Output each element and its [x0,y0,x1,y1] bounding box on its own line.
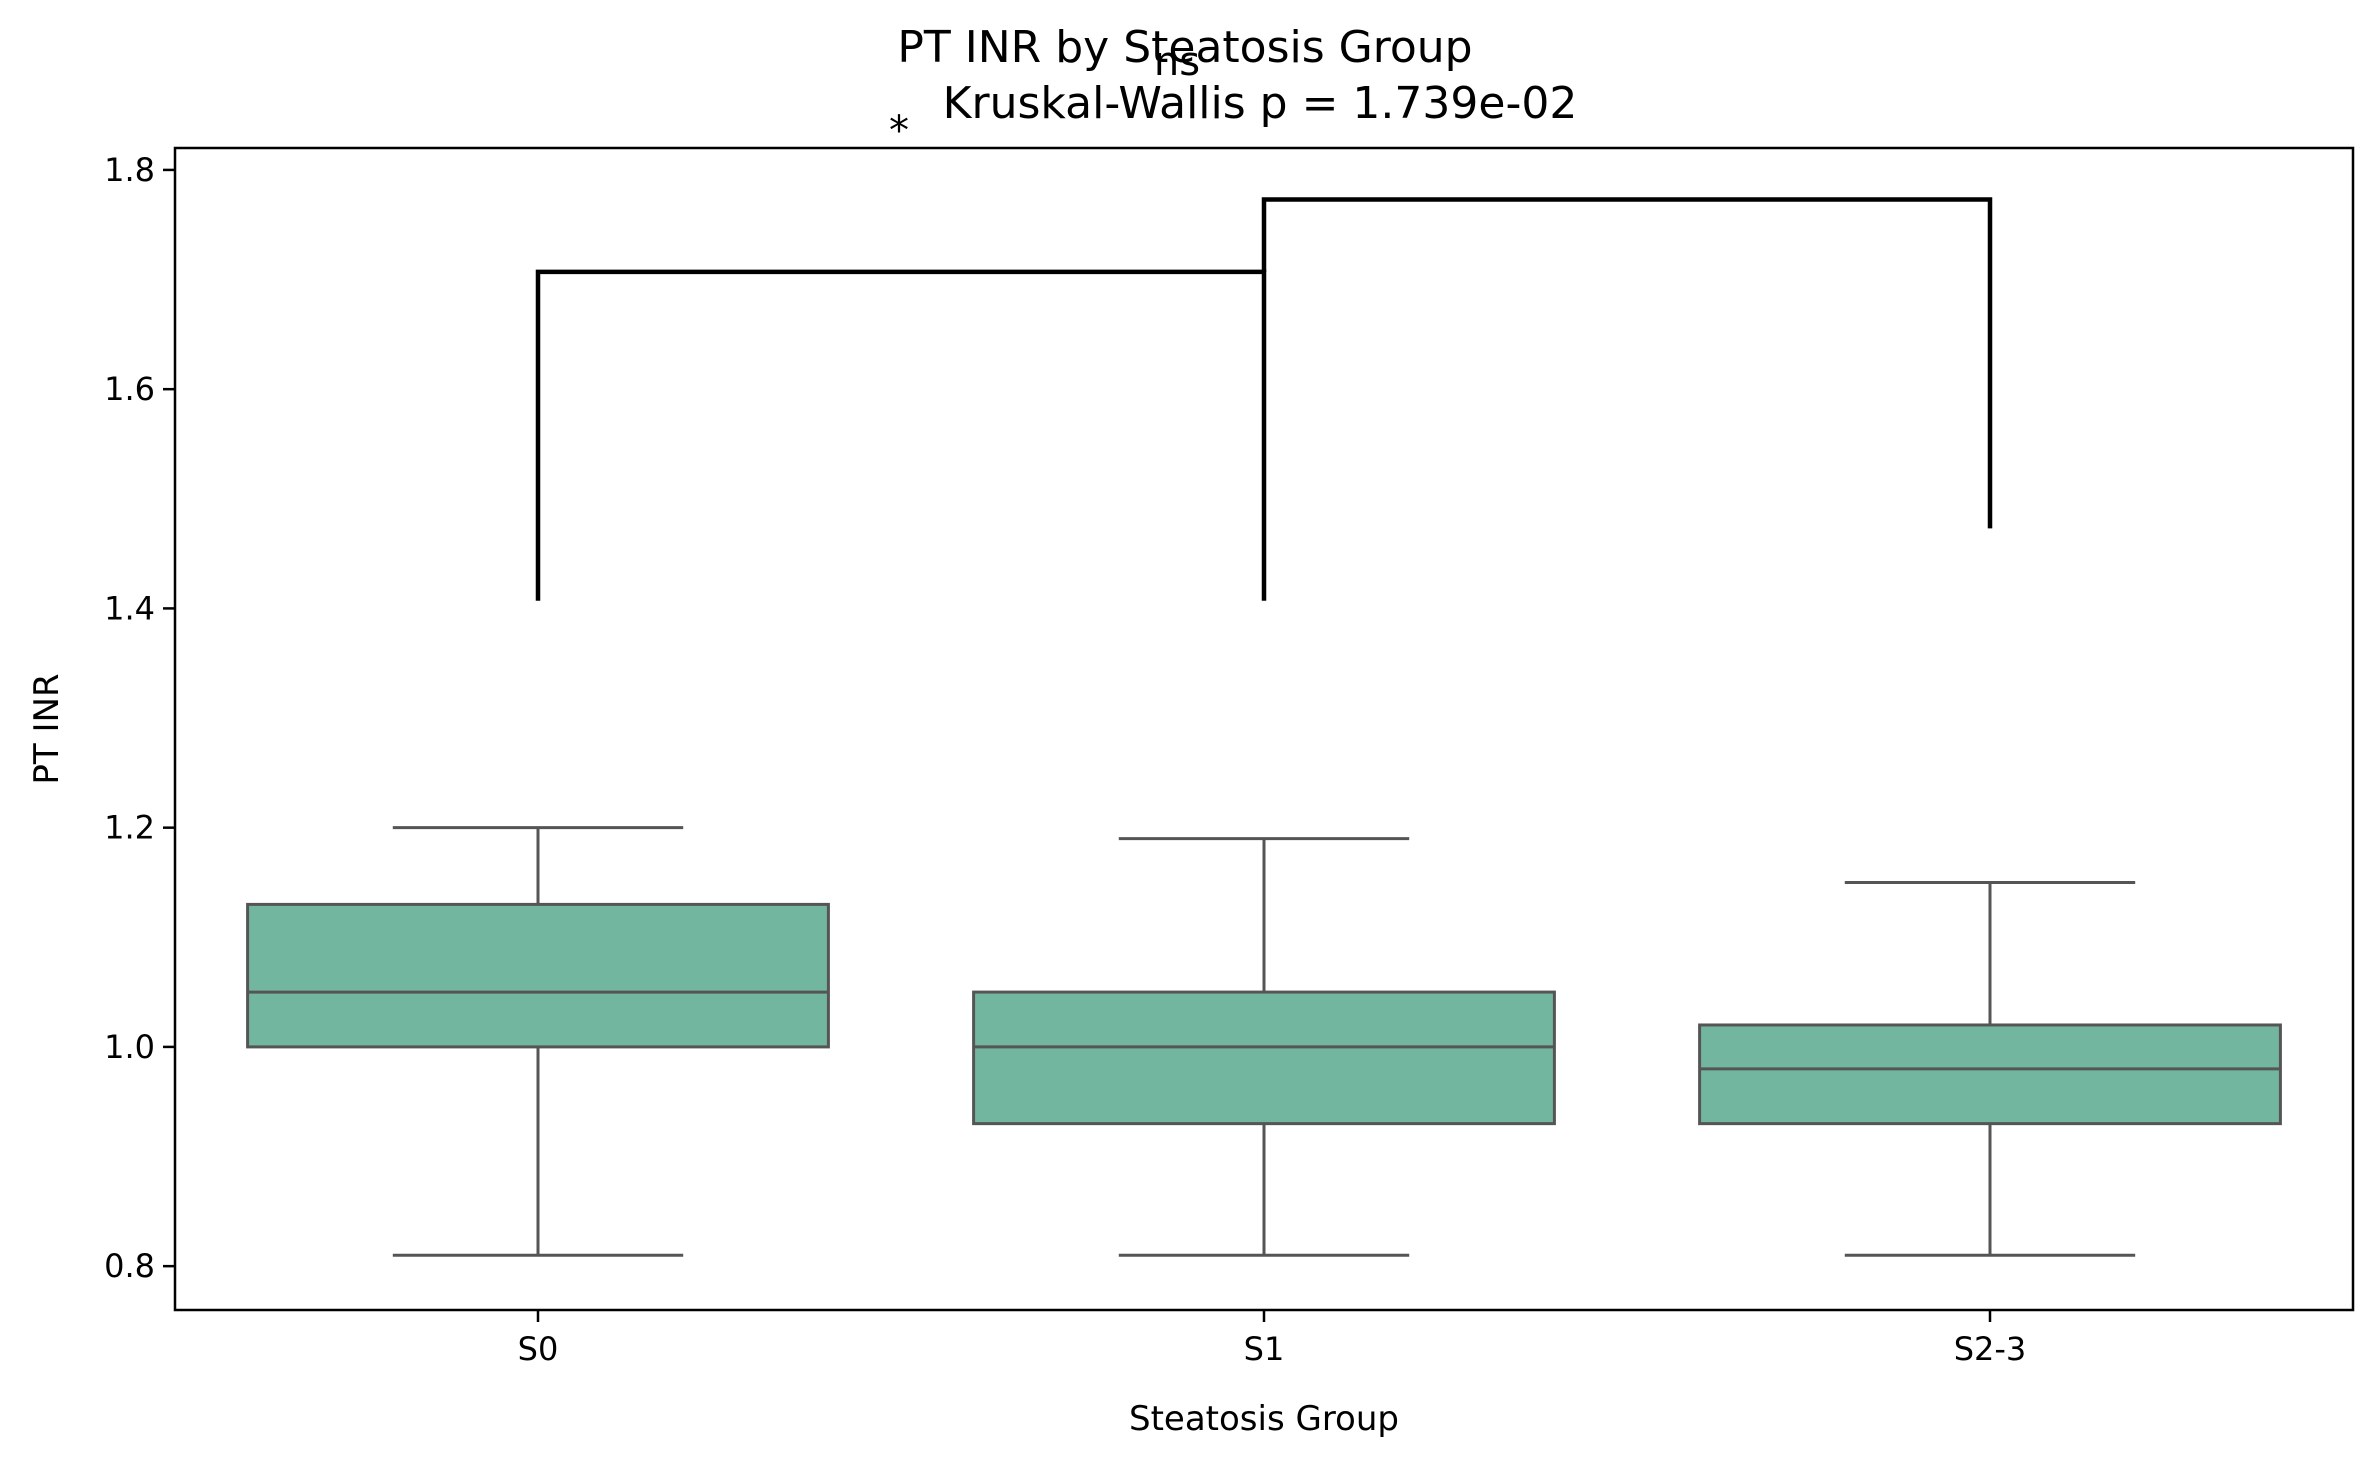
chart-subtitle: Kruskal-Wallis p = 1.739e-02 [943,78,1578,129]
y-tick-label: 0.8 [104,1247,155,1285]
iqr-box [1698,1023,2282,1126]
chart-title: PT INR by Steatosis Group [897,22,1472,73]
box-group-S0 [246,826,830,1257]
x-tick-label: S0 [518,1330,559,1368]
y-tick-label: 1.2 [104,809,155,847]
box-group-S2-3 [1698,880,2282,1257]
y-axis: 0.8 1.0 1.2 1.4 1.6 1.8 [104,151,175,1285]
significance-bracket: * [535,108,1267,601]
iqr-box [972,990,1556,1126]
plot-area: * ns [246,39,2282,1257]
y-tick-label: 1.6 [104,370,155,408]
box-group-S1 [972,837,1556,1257]
bracket-label: * [889,108,909,154]
bracket-label: ns [1154,39,1200,85]
significance-bracket: ns [1154,39,1993,529]
y-tick-label: 1.0 [104,1028,155,1066]
x-tick-label: S1 [1244,1330,1285,1368]
y-tick-label: 1.8 [104,151,155,189]
iqr-box [246,902,830,1049]
x-axis-label: Steatosis Group [1129,1399,1399,1439]
x-axis: S0 S1 S2-3 [518,1310,2027,1368]
bracket-line [1261,197,1993,529]
x-tick-label: S2-3 [1954,1330,2027,1368]
y-tick-label: 1.4 [104,589,155,627]
y-axis-label: PT INR [27,673,67,784]
bracket-line [535,269,1267,601]
